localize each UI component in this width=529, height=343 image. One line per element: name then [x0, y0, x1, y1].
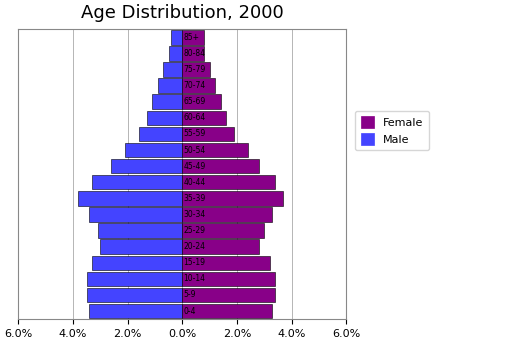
Text: 55-59: 55-59	[184, 129, 206, 139]
Title: Age Distribution, 2000: Age Distribution, 2000	[81, 4, 284, 22]
Bar	[169, 46, 183, 61]
Bar	[89, 304, 183, 318]
Text: 15-19: 15-19	[184, 258, 206, 267]
Bar	[171, 30, 183, 45]
Bar	[183, 79, 215, 93]
Bar	[183, 110, 226, 125]
Bar	[111, 159, 183, 174]
Bar	[183, 30, 204, 45]
Bar	[183, 272, 275, 286]
Bar	[78, 191, 183, 205]
Bar	[158, 79, 183, 93]
Bar	[183, 127, 234, 141]
Bar	[139, 127, 183, 141]
Text: 75-79: 75-79	[184, 65, 206, 74]
Bar	[183, 94, 221, 109]
Text: 25-29: 25-29	[184, 226, 206, 235]
Text: 80-84: 80-84	[184, 49, 206, 58]
Bar	[183, 46, 204, 61]
Bar	[183, 304, 272, 318]
Bar	[183, 223, 264, 238]
Bar	[183, 191, 284, 205]
Bar	[183, 288, 275, 302]
Text: 35-39: 35-39	[184, 194, 206, 203]
Text: 30-34: 30-34	[184, 210, 206, 219]
Bar	[87, 288, 183, 302]
Bar	[92, 256, 183, 270]
Text: 50-54: 50-54	[184, 145, 206, 155]
Text: 60-64: 60-64	[184, 113, 206, 122]
Bar	[183, 239, 259, 254]
Text: 85+: 85+	[184, 33, 199, 42]
Text: 40-44: 40-44	[184, 178, 206, 187]
Text: 45-49: 45-49	[184, 162, 206, 171]
Text: 10-14: 10-14	[184, 274, 206, 283]
Bar	[147, 110, 183, 125]
Bar	[183, 207, 272, 222]
Bar	[183, 62, 209, 77]
Text: 20-24: 20-24	[184, 242, 206, 251]
Bar	[183, 159, 259, 174]
Text: 65-69: 65-69	[184, 97, 206, 106]
Bar	[87, 272, 183, 286]
Bar	[163, 62, 183, 77]
Text: 70-74: 70-74	[184, 81, 206, 90]
Bar	[92, 175, 183, 189]
Bar	[152, 94, 183, 109]
Text: 5-9: 5-9	[184, 291, 196, 299]
Bar	[101, 239, 183, 254]
Bar	[125, 143, 183, 157]
Bar	[89, 207, 183, 222]
Bar	[183, 256, 270, 270]
Text: 0-4: 0-4	[184, 307, 196, 316]
Bar	[183, 143, 248, 157]
Bar	[97, 223, 183, 238]
Bar	[183, 175, 275, 189]
Legend: Female, Male: Female, Male	[355, 111, 429, 151]
